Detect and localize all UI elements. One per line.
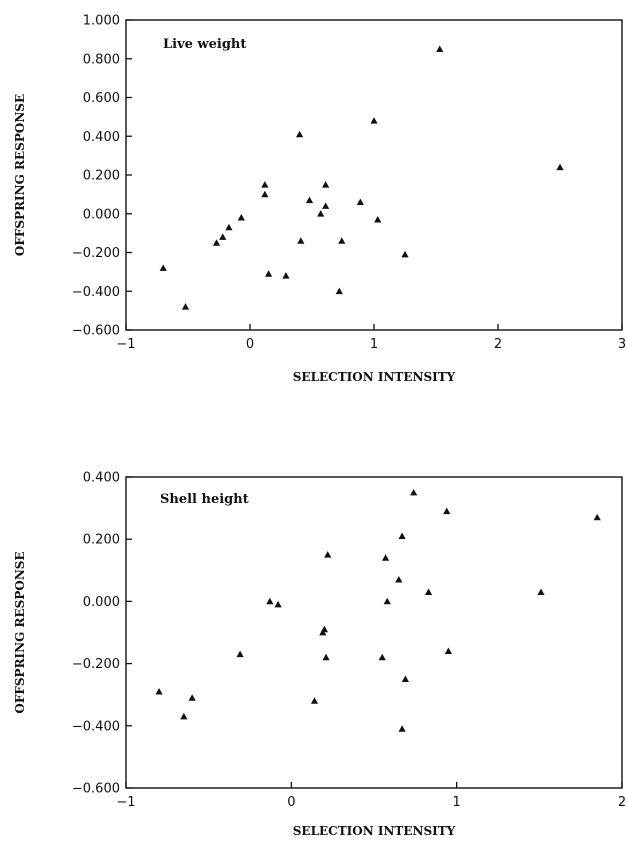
y-tick-label: 0.800 — [83, 52, 120, 67]
y-axis: −0.600 −0.400 −0.200 0.000 0.200 0.400 — [72, 471, 132, 797]
data-point — [338, 237, 346, 244]
data-point — [374, 215, 382, 223]
data-point — [297, 237, 305, 244]
data-point — [322, 202, 330, 209]
chart-panel-live-weight: Live weight −0.600 −0.400 −0.200 0.000 0.200… — [13, 14, 626, 385]
y-tick-label: 0.000 — [83, 595, 120, 610]
data-point — [155, 687, 163, 695]
y-tick-label: −0.200 — [72, 246, 120, 261]
data-point — [381, 554, 390, 561]
y-tick-label: 0.400 — [83, 130, 120, 145]
data-point — [159, 264, 167, 271]
x-axis-title: SELECTION INTENSITY — [293, 824, 456, 838]
data-point — [335, 287, 343, 295]
y-tick-label: −0.400 — [72, 719, 120, 734]
data-point — [225, 223, 233, 231]
x-tick-label: −1 — [116, 795, 135, 810]
data-point — [266, 597, 274, 605]
data-point — [261, 181, 269, 188]
plot-frame — [125, 476, 623, 789]
data-point — [324, 551, 332, 558]
data-point — [265, 270, 273, 277]
x-tick-label: 0 — [246, 337, 254, 352]
x-tick-label: −1 — [116, 337, 135, 352]
data-point — [305, 196, 314, 204]
y-tick-label: −0.600 — [72, 782, 120, 797]
data-point — [593, 513, 601, 521]
data-points — [159, 45, 564, 310]
data-point — [383, 597, 391, 605]
data-point — [274, 600, 282, 608]
data-point — [261, 190, 269, 198]
x-tick-label: 0 — [287, 795, 295, 810]
data-point — [378, 653, 386, 661]
y-tick-label: 1.000 — [83, 14, 120, 29]
x-axis: −1 0 1 2 — [116, 782, 626, 810]
data-point — [188, 694, 196, 701]
data-point — [556, 163, 564, 171]
x-tick-label: 1 — [370, 337, 378, 352]
data-point — [401, 675, 410, 683]
panel-label: Live weight — [163, 37, 246, 52]
y-tick-label: −0.600 — [72, 324, 120, 339]
data-point — [317, 210, 325, 217]
data-point — [237, 214, 245, 221]
y-tick-label: −0.200 — [72, 657, 120, 672]
data-point — [212, 239, 221, 246]
y-axis-title: OFFSPRING RESPONSE — [13, 94, 27, 256]
y-tick-label: 0.600 — [83, 91, 120, 106]
y-axis-title: OFFSPRING RESPONSE — [13, 551, 27, 713]
data-point — [401, 250, 409, 258]
x-axis-title: SELECTION INTENSITY — [293, 370, 456, 384]
x-axis: −1 0 1 2 3 — [116, 324, 626, 352]
plot-frame — [125, 19, 623, 331]
data-point — [236, 650, 244, 658]
data-point — [296, 130, 304, 138]
y-axis: −0.600 −0.400 −0.200 0.000 0.200 0.400 0.600 0.… — [72, 14, 132, 339]
data-point — [320, 625, 328, 633]
data-point — [180, 712, 188, 720]
chart-panel-shell-height: Shell height −0.600 −0.400 −0.200 0.000 0.20… — [13, 471, 626, 839]
data-point — [537, 588, 545, 595]
data-point — [398, 532, 406, 539]
data-point — [444, 647, 452, 655]
x-tick-label: 2 — [618, 795, 626, 810]
y-tick-label: 0.400 — [83, 471, 120, 486]
data-point — [181, 303, 190, 310]
x-tick-label: 1 — [453, 795, 461, 810]
data-point — [282, 272, 290, 279]
data-point — [424, 588, 433, 595]
data-point — [395, 576, 403, 583]
data-point — [322, 181, 330, 188]
data-point — [398, 725, 406, 732]
x-tick-label: 2 — [494, 337, 502, 352]
panel-label: Shell height — [160, 492, 249, 507]
data-point — [443, 507, 451, 515]
y-tick-label: 0.200 — [83, 533, 120, 548]
y-tick-label: 0.000 — [83, 207, 120, 222]
data-point — [310, 697, 319, 704]
data-point — [219, 233, 227, 240]
data-point — [436, 45, 444, 52]
data-point — [356, 198, 364, 206]
data-point — [322, 653, 330, 661]
x-tick-label: 3 — [618, 337, 626, 352]
y-tick-label: −0.400 — [72, 285, 120, 300]
data-point — [410, 488, 418, 496]
y-tick-label: 0.200 — [83, 169, 120, 184]
data-point — [370, 117, 378, 124]
data-points — [155, 488, 601, 732]
